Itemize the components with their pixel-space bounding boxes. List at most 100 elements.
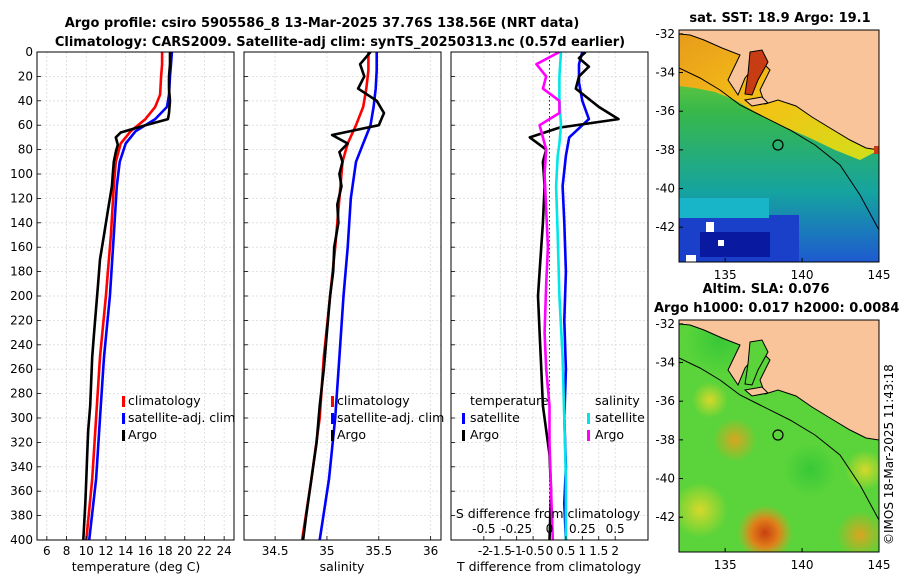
legend-label-s-argo: Argo: [595, 427, 624, 442]
x-tick-label: 8: [63, 544, 71, 558]
sst-map-ticks: 135 140 145 -32 -34 -36 -38 -40 -42: [655, 27, 890, 282]
legend-label-s-satellite: satellite: [595, 410, 645, 425]
map-y-tick-label: -36: [655, 104, 675, 118]
y-tick-label: 140: [10, 216, 33, 230]
sst-missing-pixels: [718, 240, 724, 246]
imos-timestamp: ©IMOS 18-Mar-2025 11:43:18: [882, 364, 896, 545]
sla-anomaly: [845, 450, 879, 490]
y-tick-label: 400: [10, 533, 33, 547]
temperature-legend: climatology satellite-adj. clim Argo: [122, 393, 235, 442]
map-y-tick-label: -34: [655, 66, 675, 80]
top-x-tick-label: -0.5: [472, 522, 495, 536]
x-tick-label: 10: [79, 544, 94, 558]
legend-swatch-t-satellite: [462, 413, 465, 424]
sla-anomaly: [737, 505, 793, 552]
map-y-tick-label: -38: [655, 143, 675, 157]
legend-swatch-climatology: [331, 396, 334, 407]
x-tick-label: 14: [118, 544, 133, 558]
x-tick-label: 16: [138, 544, 153, 558]
sla-map-ticks: 135 140 145 -32 -34 -36 -38 -40 -42: [655, 317, 890, 572]
series-line-t-argo: [528, 52, 620, 540]
sla-gulf-water: [744, 339, 769, 386]
series-line-argo: [82, 52, 172, 540]
y-tick-label: 40: [18, 94, 33, 108]
sla-anomaly: [692, 382, 728, 418]
x-tick-label: 36: [423, 544, 438, 558]
legend-label-t-argo: Argo: [470, 427, 499, 442]
sla-map: [679, 320, 879, 552]
difference-xlabel: T difference from climatology: [456, 559, 642, 574]
x-tick-label: -1: [511, 544, 523, 558]
y-tick-label: 60: [18, 118, 33, 132]
sst-map: [679, 30, 879, 262]
sla-map-title: Altim. SLA: 0.076: [703, 282, 830, 297]
sla-anomaly: [836, 511, 879, 552]
salinity-legend: climatology satellite-adj. clim Argo: [331, 393, 444, 442]
y-tick-label: 180: [10, 265, 33, 279]
sla-argo-marker: [772, 429, 784, 441]
x-tick-label: 20: [177, 544, 192, 558]
legend-swatch-satellite-adj: [122, 413, 125, 424]
top-x-tick-label: 0: [546, 522, 554, 536]
panel-frame: [243, 51, 442, 541]
sst-cyan-patch: [679, 198, 769, 218]
legend-label-argo: Argo: [337, 427, 366, 442]
legend-label-climatology: climatology: [128, 393, 201, 408]
y-tick-label: 320: [10, 435, 33, 449]
sst-cold-core: [700, 232, 770, 257]
y-tick-label: 220: [10, 313, 33, 327]
x-tick-label: 24: [217, 544, 232, 558]
sla-anomaly: [679, 482, 728, 538]
map-y-tick-label: -40: [655, 182, 675, 196]
temperature-panel: 0 20 40 60 80 100 120 140 160 180 200 220 240 260 280 3…: [10, 45, 235, 558]
map-y-tick-label: -32: [655, 317, 675, 331]
map-y-tick-label: -38: [655, 433, 675, 447]
title-line-2: Climatology: CARS2009. Satellite-adj cli…: [55, 35, 625, 50]
series-line-s-argo: [535, 52, 561, 540]
sst-land-speck: [874, 146, 879, 154]
x-tick-label: 1: [579, 544, 587, 558]
sst-missing-pixels: [686, 255, 696, 262]
legend-swatch-argo: [331, 430, 334, 441]
legend-swatch-s-argo: [587, 430, 590, 441]
salinity-panel: 34.5 35 35.5 36: [243, 51, 442, 558]
map-y-tick-label: -42: [655, 220, 675, 234]
legend-label-satellite-adj: satellite-adj. clim: [128, 410, 235, 425]
y-tick-label: 300: [10, 411, 33, 425]
series-group: [300, 52, 386, 540]
y-tick-label: 280: [10, 387, 33, 401]
temperature-xlabel: temperature (deg C): [72, 559, 201, 574]
salinity-xlabel: salinity: [320, 559, 365, 574]
top-x-tick-label: -0.25: [501, 522, 532, 536]
map-y-tick-label: -34: [655, 356, 675, 370]
x-tick-label: 12: [98, 544, 113, 558]
y-tick-label: 240: [10, 338, 33, 352]
title-line-1: Argo profile: csiro 5905586_8 13-Mar-202…: [65, 16, 580, 31]
sla-bathymetry-contour: [679, 357, 879, 521]
panel-frame: [450, 51, 649, 541]
y-tick-label: 160: [10, 240, 33, 254]
legend-swatch-s-satellite: [587, 413, 590, 424]
x-tick-label: 1.5: [589, 544, 608, 558]
x-tick-label: 35: [319, 544, 334, 558]
sla-map-frame: [678, 319, 880, 553]
map-y-tick-label: -40: [655, 472, 675, 486]
map-y-tick-label: -32: [655, 27, 675, 41]
x-tick-label: 35.5: [365, 544, 392, 558]
x-tick-label: 6: [43, 544, 51, 558]
sla-land: [679, 320, 879, 441]
map-x-tick-label: 135: [714, 268, 737, 282]
sst-map-title: sat. SST: 18.9 Argo: 19.1: [689, 11, 870, 26]
map-x-tick-label: 145: [868, 268, 891, 282]
x-tick-label: -2: [478, 544, 490, 558]
difference-panel: -2-1.5-1-0.5 0 0.5 1 1.5 2-0.5 -0.25 0 0.25 0.5: [450, 51, 649, 558]
panel-frame: [36, 51, 235, 541]
series-group: [82, 52, 174, 540]
y-tick-label: 80: [18, 143, 33, 157]
y-tick-label: 200: [10, 289, 33, 303]
sla-anomaly: [713, 418, 757, 462]
y-tick-label: 20: [18, 69, 33, 83]
top-x-tick-label: 0.5: [606, 522, 625, 536]
legend-title-salinity: salinity: [595, 393, 640, 408]
